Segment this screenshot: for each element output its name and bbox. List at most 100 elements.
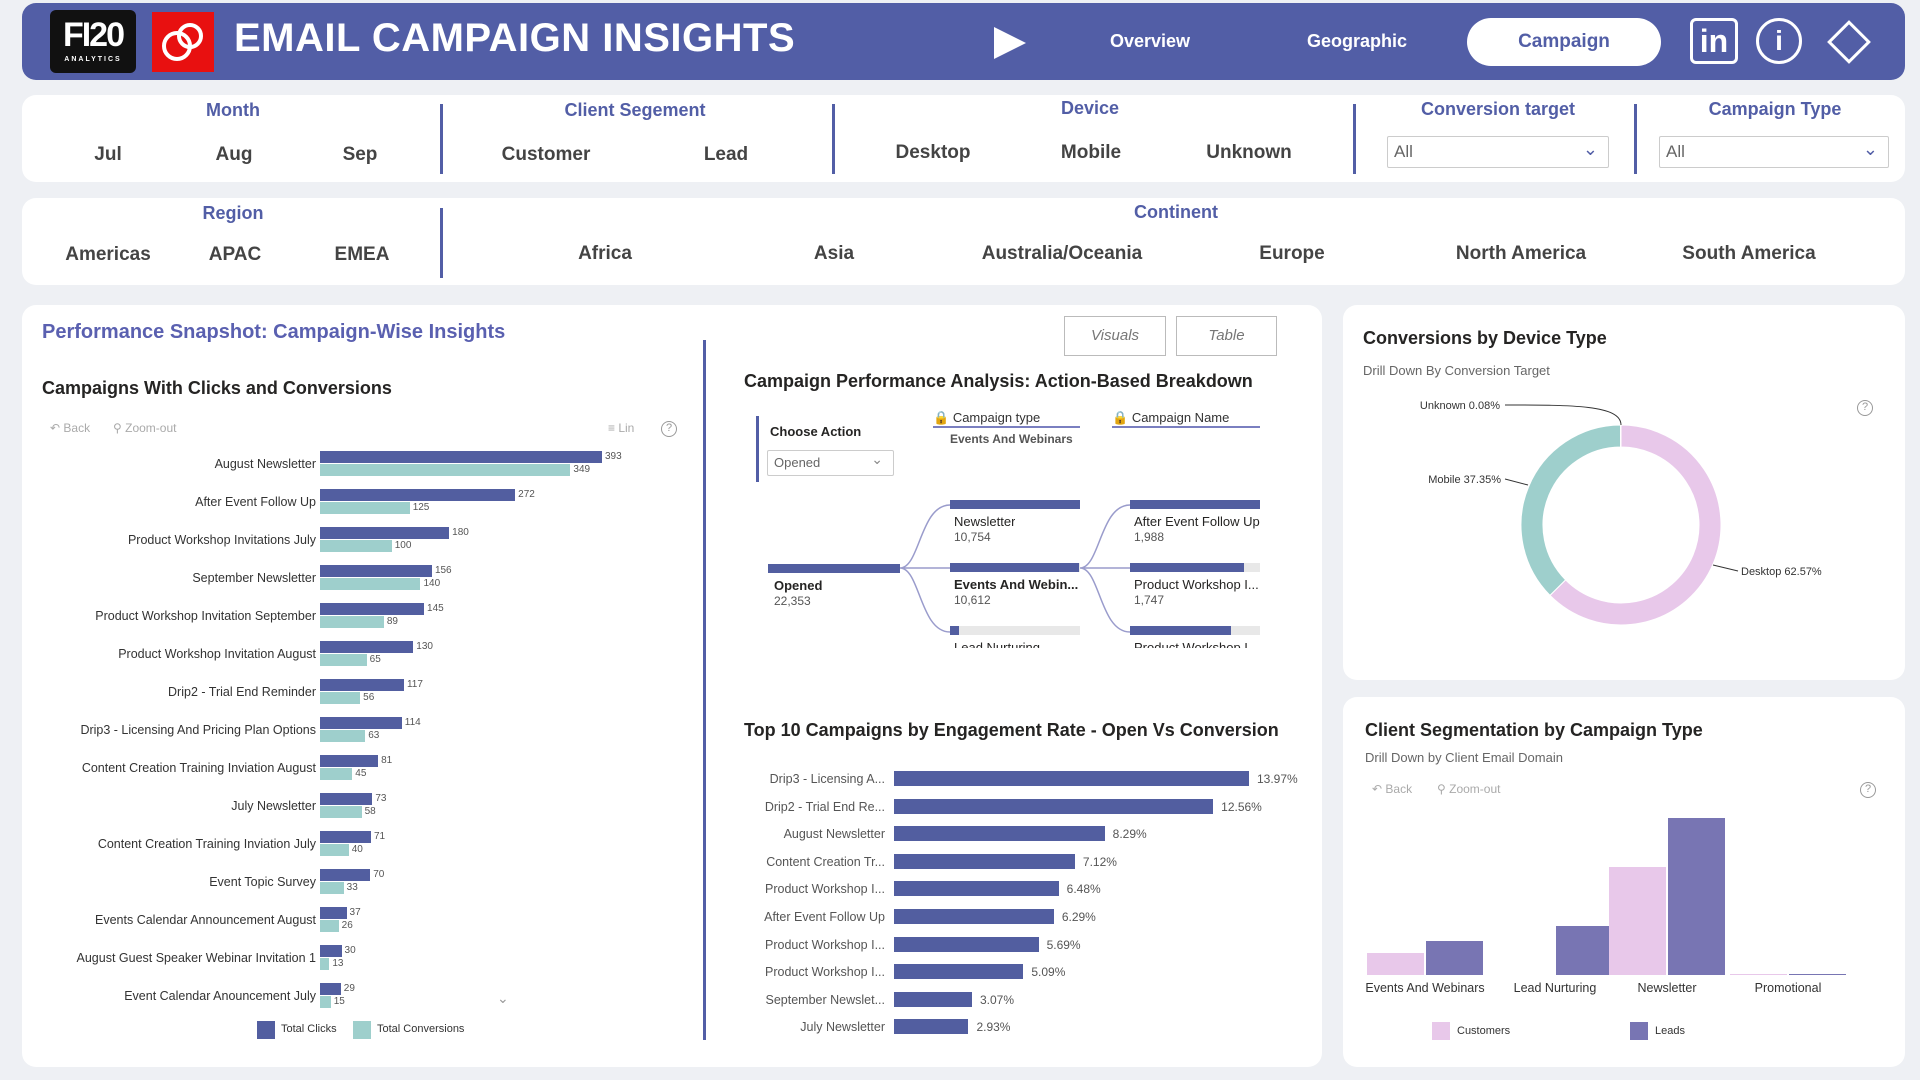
bar-clicks[interactable]: [320, 869, 371, 881]
continent-asia[interactable]: Asia: [813, 243, 855, 264]
bar-engagement[interactable]: [894, 936, 1039, 952]
bar-conversions[interactable]: [320, 502, 410, 514]
continent-north-america[interactable]: North America: [1455, 243, 1587, 264]
bar-clicks[interactable]: [320, 679, 404, 691]
bar-clicks[interactable]: [320, 717, 402, 729]
bar-customers[interactable]: [1730, 974, 1787, 975]
visuals-button[interactable]: Visuals: [1064, 316, 1166, 356]
bar-conversions[interactable]: [320, 958, 330, 970]
device-mobile[interactable]: Mobile: [1060, 142, 1122, 163]
bar-clicks[interactable]: [320, 793, 373, 805]
bar-clicks[interactable]: [320, 489, 516, 501]
continent-australia-oceania[interactable]: Australia/Oceania: [981, 243, 1143, 264]
slice-desktop[interactable]: [1549, 424, 1722, 626]
region-apac[interactable]: APAC: [208, 244, 262, 265]
bar-engagement[interactable]: [894, 771, 1249, 786]
bar-leads[interactable]: [1789, 974, 1846, 975]
node-bar[interactable]: [950, 563, 1079, 572]
node-bar[interactable]: [950, 626, 960, 635]
bar-clicks[interactable]: [320, 641, 414, 653]
root-bar[interactable]: [768, 564, 900, 573]
bar-engagement[interactable]: [894, 881, 1059, 897]
bar-conversions[interactable]: [320, 768, 353, 780]
help-icon[interactable]: ?: [1860, 782, 1876, 798]
bar-engagement[interactable]: [894, 1019, 969, 1035]
table-button[interactable]: Table: [1176, 316, 1277, 356]
bar-conversions[interactable]: [320, 844, 349, 856]
device-desktop[interactable]: Desktop: [895, 142, 971, 163]
bar-conversions[interactable]: [320, 464, 571, 476]
campaign-type-dropdown[interactable]: All ⌄: [1659, 136, 1889, 168]
category-label: August Newsletter: [783, 827, 885, 842]
bar-conversions[interactable]: [320, 654, 367, 666]
zoom-out-button[interactable]: ⚲ Zoom-out: [1437, 782, 1500, 796]
region-emea[interactable]: EMEA: [334, 244, 390, 265]
bar-engagement[interactable]: [894, 991, 972, 1007]
campaign-type-column-header[interactable]: 🔒 Campaign type: [933, 410, 1080, 428]
bar-clicks[interactable]: [320, 831, 371, 843]
month-sep[interactable]: Sep: [342, 144, 378, 165]
bar-conversions[interactable]: [320, 920, 339, 932]
bar-leads[interactable]: [1426, 941, 1483, 975]
month-jul[interactable]: Jul: [94, 144, 122, 165]
bar-conversions[interactable]: [320, 730, 366, 742]
bar-clicks[interactable]: [320, 755, 379, 767]
bar-clicks[interactable]: [320, 983, 341, 995]
bar-conversions[interactable]: [320, 806, 362, 818]
month-aug[interactable]: Aug: [215, 144, 253, 165]
bar-customers[interactable]: [1367, 953, 1424, 975]
nav-campaign[interactable]: Campaign: [1467, 18, 1661, 66]
back-button[interactable]: ↶ Back: [50, 421, 90, 435]
bar-customers[interactable]: [1609, 867, 1666, 975]
help-icon[interactable]: ?: [1857, 400, 1873, 416]
slice-unknown[interactable]: [1619, 424, 1622, 448]
bar-clicks[interactable]: [320, 907, 347, 919]
bar-conversions[interactable]: [320, 578, 421, 590]
node-bar[interactable]: [1130, 500, 1260, 509]
bar-conversions[interactable]: [320, 540, 392, 552]
linkedin-icon[interactable]: in: [1690, 18, 1738, 64]
info-icon[interactable]: i: [1756, 18, 1802, 64]
bar-clicks[interactable]: [320, 603, 425, 615]
bar-clicks[interactable]: [320, 451, 602, 463]
bar-engagement[interactable]: [894, 909, 1054, 924]
node-bar[interactable]: [1130, 563, 1245, 572]
bar-conversions[interactable]: [320, 692, 361, 704]
nav-overview[interactable]: Overview: [1110, 31, 1191, 51]
bar-clicks[interactable]: [320, 945, 342, 957]
diamond-icon[interactable]: [1824, 17, 1874, 72]
scroll-down-icon[interactable]: ⌄: [497, 990, 509, 1006]
region-americas[interactable]: Americas: [65, 244, 151, 265]
bar-engagement[interactable]: [894, 826, 1105, 842]
lin-button[interactable]: ≡ Lin: [608, 421, 634, 435]
bar-clicks[interactable]: [320, 527, 450, 539]
bar-conversions[interactable]: [320, 882, 344, 894]
bar-clicks[interactable]: [320, 565, 432, 577]
continent-africa[interactable]: Africa: [578, 243, 632, 264]
continent-south-america[interactable]: South America: [1682, 243, 1816, 264]
slice-mobile[interactable]: [1520, 424, 1622, 597]
conversion-target-dropdown[interactable]: All ⌄: [1387, 136, 1609, 168]
bar-engagement[interactable]: [894, 853, 1075, 869]
node-bar-track[interactable]: [950, 626, 1080, 635]
continent-europe[interactable]: Europe: [1259, 243, 1325, 264]
bar-engagement[interactable]: [894, 798, 1214, 814]
choose-action-dropdown[interactable]: Opened ⌄: [767, 450, 894, 476]
bar-conversions[interactable]: [320, 616, 384, 628]
back-button[interactable]: ↶ Back: [1372, 782, 1412, 796]
help-icon[interactable]: ?: [661, 421, 677, 437]
segment-lead[interactable]: Lead: [703, 144, 749, 165]
device-unknown[interactable]: Unknown: [1206, 142, 1292, 163]
bar-engagement[interactable]: [894, 964, 1024, 980]
nav-geographic[interactable]: Geographic: [1307, 31, 1408, 51]
data-label: 40: [351, 844, 363, 855]
bar-leads[interactable]: [1668, 818, 1725, 975]
campaign-name-column-header[interactable]: 🔒 Campaign Name: [1112, 410, 1260, 428]
node-bar[interactable]: [1130, 626, 1232, 635]
bar-leads[interactable]: [1556, 926, 1613, 975]
segment-customer[interactable]: Customer: [501, 144, 591, 165]
bar-conversions[interactable]: [320, 996, 331, 1008]
play-icon[interactable]: [992, 25, 1028, 66]
zoom-out-button[interactable]: ⚲ Zoom-out: [113, 421, 176, 435]
node-bar[interactable]: [950, 500, 1080, 509]
